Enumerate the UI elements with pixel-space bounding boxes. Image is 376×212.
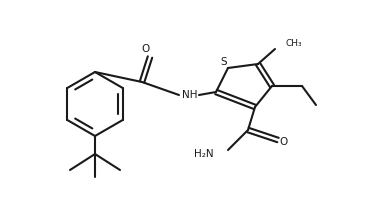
Text: O: O — [142, 44, 150, 54]
Text: H₂N: H₂N — [194, 149, 214, 159]
Text: O: O — [280, 137, 288, 147]
Text: CH₃: CH₃ — [285, 39, 302, 49]
Text: NH: NH — [182, 90, 198, 100]
Text: S: S — [221, 57, 227, 67]
